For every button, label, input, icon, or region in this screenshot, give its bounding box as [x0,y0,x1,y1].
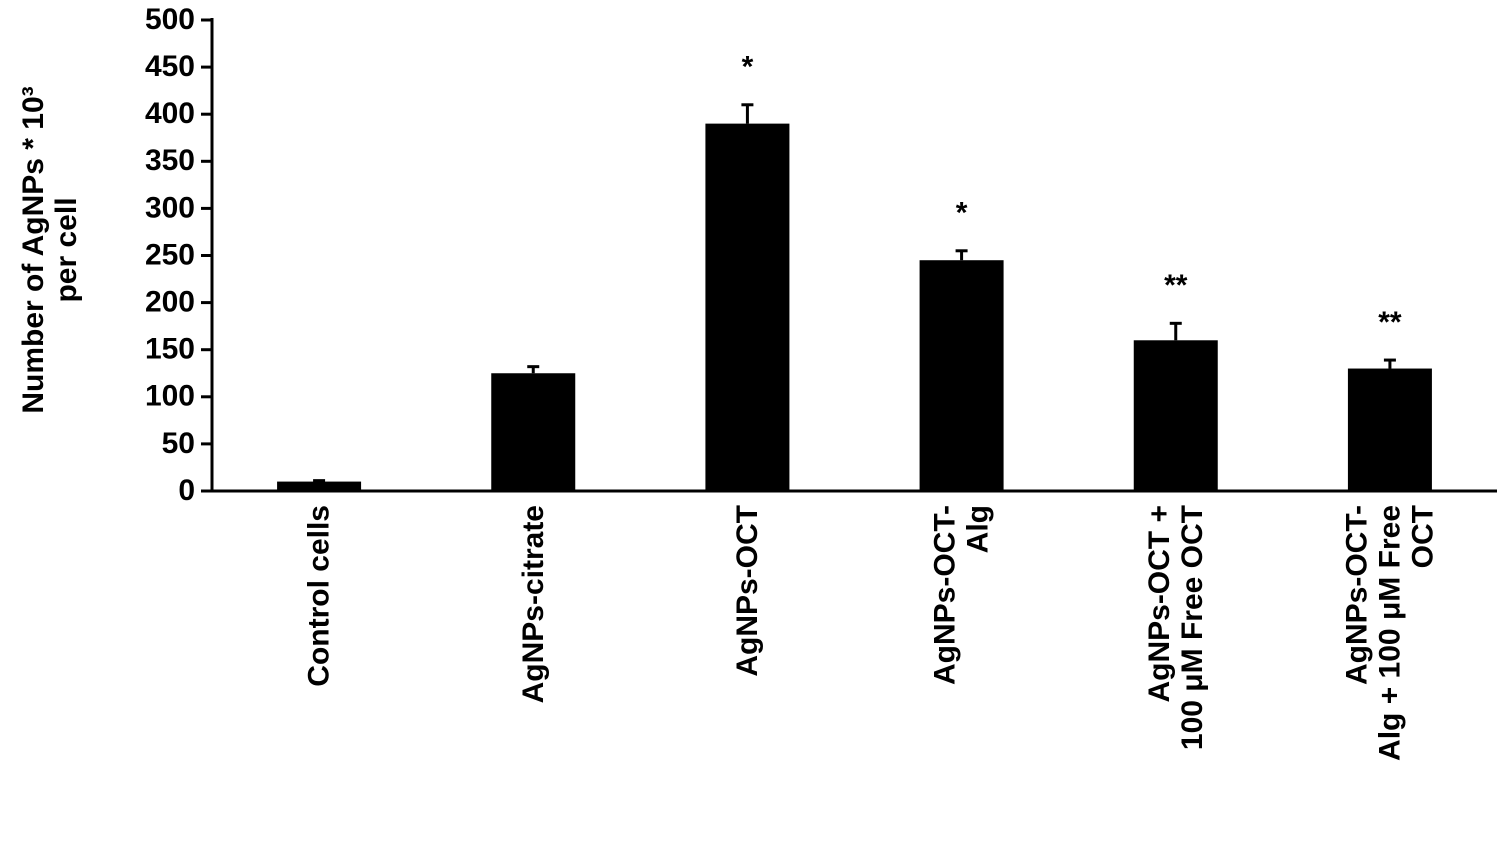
y-tick-label: 500 [145,3,195,36]
bar [277,481,362,491]
significance-label: * [742,51,754,84]
y-tick-label: 450 [145,50,195,83]
y-tick-label: 300 [145,191,195,224]
y-tick-label: 50 [162,427,195,460]
significance-label: * [956,197,968,230]
y-tick-label: 400 [145,97,195,130]
bar [491,373,576,491]
y-tick-label: 350 [145,144,195,177]
bar [1133,340,1218,491]
significance-label: ** [1378,306,1402,339]
y-tick-label: 250 [145,238,195,271]
x-tick-label: AgNPs-OCT + 100 μM Free OCT [1142,505,1209,751]
x-tick-label: AgNPs-OCT [730,505,764,677]
bar [1347,368,1432,491]
y-axis-title: Number of AgNPs * 10³ per cell [17,86,83,414]
significance-label: ** [1164,269,1188,302]
x-tick-label: AgNPs-OCT- Alg + 100 μM Free OCT [1340,505,1440,761]
bar [705,123,790,492]
x-tick-label: AgNPs-citrate [516,505,550,704]
y-tick-label: 150 [145,333,195,366]
y-tick-label: 200 [145,286,195,319]
y-tick-label: 100 [145,380,195,413]
x-tick-label: Control cells [302,505,336,687]
y-tick-label: 0 [178,474,195,507]
x-tick-label: AgNPs-OCT- Alg [928,505,995,685]
bar [919,260,1004,491]
